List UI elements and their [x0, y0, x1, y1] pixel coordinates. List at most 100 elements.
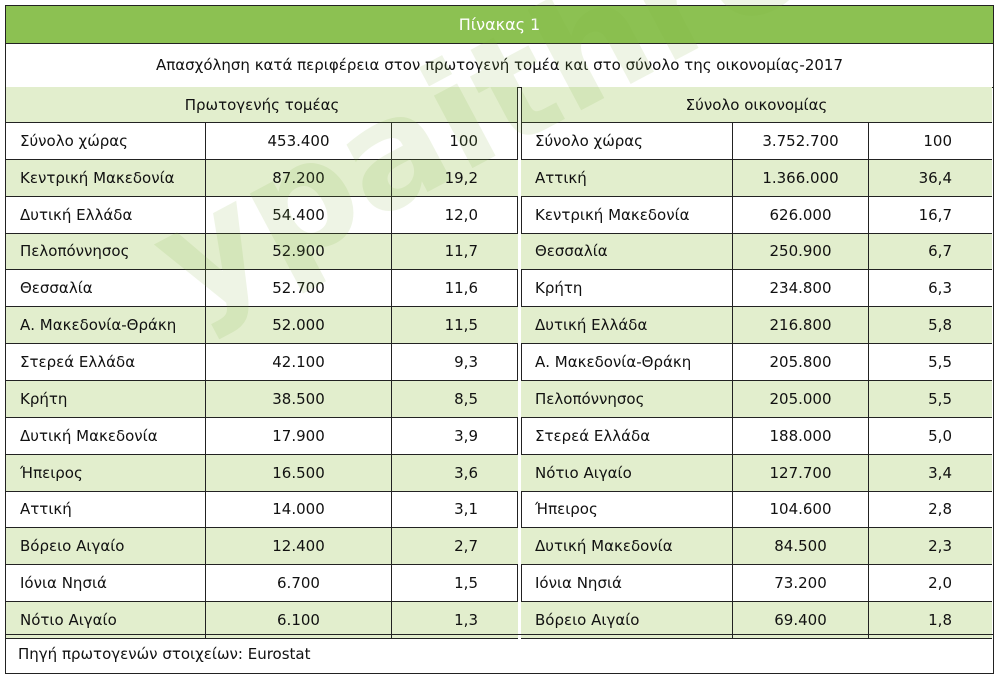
value-cell: 626.000: [733, 196, 869, 233]
table-row: Ιόνια Νησιά 6.700 1,5: [6, 565, 518, 603]
percent-cell: 11,6: [444, 279, 478, 298]
percent-cell: 100: [923, 131, 952, 150]
value-cell: 6.700: [206, 565, 392, 602]
value-cell: 87.200: [206, 159, 392, 196]
percent-cell: 5,0: [928, 426, 952, 445]
region-cell: Δυτική Ελλάδα: [521, 307, 733, 344]
table-title: Πίνακας 1: [6, 6, 993, 44]
percent-cell: 2,8: [928, 500, 952, 519]
percent-cell: 8,5: [454, 389, 478, 408]
value-cell: 52.900: [206, 233, 392, 270]
source-footer: Πηγή πρωτογενών στοιχείων: Eurostat: [6, 634, 993, 673]
region-cell: Κεντρική Μακεδονία: [6, 159, 206, 196]
value-cell: 38.500: [206, 381, 392, 417]
value-cell: 84.500: [733, 528, 869, 565]
percent-cell: 6,3: [928, 279, 952, 298]
left-section-header: Πρωτογενής τομέας: [6, 87, 518, 123]
region-cell: Δυτική Ελλάδα: [6, 196, 206, 233]
value-cell: 42.100: [206, 344, 392, 380]
region-cell: Βόρειο Αιγαίο: [521, 602, 733, 638]
region-cell: Ιόνια Νησιά: [6, 565, 206, 602]
percent-cell: 3,4: [928, 463, 952, 482]
table-row: Πελοπόννησος 52.900 11,7: [6, 233, 518, 271]
table-row: Θεσσαλία 250.900 6,7: [521, 233, 992, 271]
region-cell: Κεντρική Μακεδονία: [521, 196, 733, 233]
table-row: Κρήτη 234.800 6,3: [521, 270, 992, 308]
table-subtitle: Απασχόληση κατά περιφέρεια στον πρωτογεν…: [6, 43, 993, 88]
table-row: Στερεά Ελλάδα 42.100 9,3: [6, 344, 518, 381]
table-row: Ήπειρος 104.600 2,8: [521, 491, 992, 529]
value-cell: 1.366.000: [733, 159, 869, 196]
value-cell: 3.752.700: [733, 123, 869, 159]
region-cell: Νότιο Αιγαίο: [521, 454, 733, 491]
percent-cell: 12,0: [444, 205, 478, 224]
table-row: Αττική 1.366.000 36,4: [521, 159, 992, 197]
percent-cell: 1,5: [454, 574, 478, 593]
column-divider: [517, 87, 522, 639]
table-row: Δυτική Ελλάδα 54.400 12,0: [6, 196, 518, 234]
region-cell: Α. Μακεδονία-Θράκη: [521, 344, 733, 380]
region-cell: Σύνολο χώρας: [6, 123, 206, 159]
table-row: Βόρειο Αιγαίο 69.400 1,8: [521, 602, 992, 639]
value-cell: 104.600: [733, 491, 869, 528]
region-cell: Στερεά Ελλάδα: [521, 417, 733, 454]
table-row: Δυτική Μακεδονία 17.900 3,9: [6, 417, 518, 455]
table-row: Δυτική Μακεδονία 84.500 2,3: [521, 528, 992, 566]
table-row: Πελοπόννησος 205.000 5,5: [521, 381, 992, 418]
table-row: Στερεά Ελλάδα 188.000 5,0: [521, 417, 992, 455]
table-row: Σύνολο χώρας 3.752.700 100: [521, 123, 992, 160]
region-cell: Κρήτη: [6, 381, 206, 417]
region-cell: Δυτική Μακεδονία: [6, 417, 206, 454]
value-cell: 17.900: [206, 417, 392, 454]
value-cell: 205.800: [733, 344, 869, 380]
value-cell: 16.500: [206, 454, 392, 491]
region-cell: Πελοπόννησος: [6, 233, 206, 270]
percent-cell: 11,7: [444, 242, 478, 261]
percent-cell: 3,9: [454, 426, 478, 445]
value-cell: 14.000: [206, 491, 392, 528]
percent-cell: 3,1: [454, 500, 478, 519]
value-cell: 188.000: [733, 417, 869, 454]
region-cell: Θεσσαλία: [6, 270, 206, 307]
region-cell: Σύνολο χώρας: [521, 123, 733, 159]
percent-cell: 1,8: [928, 611, 952, 630]
table-row: Σύνολο χώρας 453.400 100: [6, 123, 518, 160]
table-frame: Πίνακας 1 Απασχόληση κατά περιφέρεια στο…: [5, 0, 1000, 674]
percent-cell: 5,5: [928, 389, 952, 408]
table-row: Ήπειρος 16.500 3,6: [6, 454, 518, 492]
region-cell: Α. Μακεδονία-Θράκη: [6, 307, 206, 344]
region-cell: Ιόνια Νησιά: [521, 565, 733, 602]
percent-cell: 100: [449, 131, 478, 150]
table-row: Αττική 14.000 3,1: [6, 491, 518, 529]
percent-cell: 19,2: [444, 168, 478, 187]
region-cell: Βόρειο Αιγαίο: [6, 528, 206, 565]
value-cell: 453.400: [206, 123, 392, 159]
right-section-header: Σύνολο οικονομίας: [521, 87, 992, 123]
table-row: Κρήτη 38.500 8,5: [6, 381, 518, 418]
region-cell: Ήπειρος: [6, 454, 206, 491]
value-cell: 216.800: [733, 307, 869, 344]
percent-cell: 2,3: [928, 537, 952, 556]
region-cell: Νότιο Αιγαίο: [6, 602, 206, 638]
region-cell: Αττική: [6, 491, 206, 528]
table-row: Κεντρική Μακεδονία 626.000 16,7: [521, 196, 992, 234]
value-cell: 52.700: [206, 270, 392, 307]
region-cell: Κρήτη: [521, 270, 733, 307]
percent-cell: 2,0: [928, 574, 952, 593]
value-cell: 73.200: [733, 565, 869, 602]
table-row: Κεντρική Μακεδονία 87.200 19,2: [6, 159, 518, 197]
percent-cell: 5,5: [928, 353, 952, 372]
table-row: Α. Μακεδονία-Θράκη 52.000 11,5: [6, 307, 518, 345]
table-row: Νότιο Αιγαίο 127.700 3,4: [521, 454, 992, 492]
table-row: Θεσσαλία 52.700 11,6: [6, 270, 518, 308]
region-cell: Στερεά Ελλάδα: [6, 344, 206, 380]
percent-cell: 6,7: [928, 242, 952, 261]
table-row: Νότιο Αιγαίο 6.100 1,3: [6, 602, 518, 639]
percent-cell: 9,3: [454, 353, 478, 372]
percent-cell: 1,3: [454, 611, 478, 630]
value-cell: 250.900: [733, 233, 869, 270]
table-row: Ιόνια Νησιά 73.200 2,0: [521, 565, 992, 603]
value-cell: 12.400: [206, 528, 392, 565]
value-cell: 52.000: [206, 307, 392, 344]
region-cell: Αττική: [521, 159, 733, 196]
